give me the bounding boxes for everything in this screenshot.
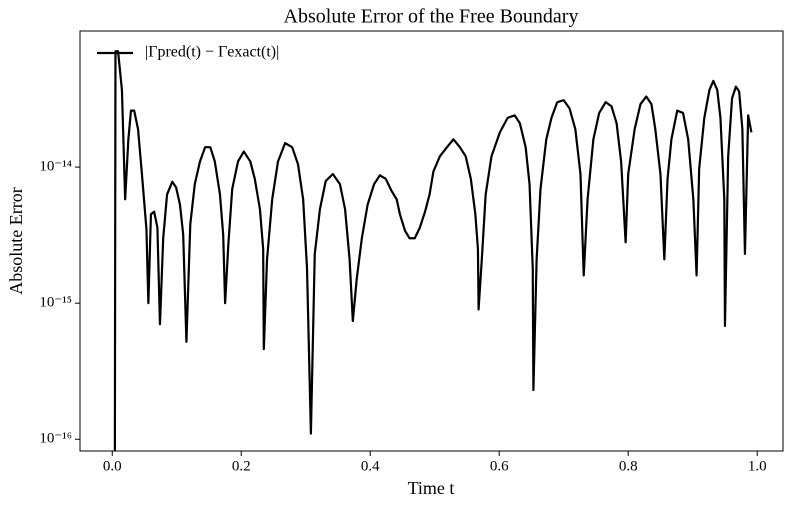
y-tick-label: 10⁻¹⁶ bbox=[39, 431, 72, 447]
x-tick-label: 0.8 bbox=[619, 458, 638, 474]
x-tick-label: 0.2 bbox=[232, 458, 251, 474]
y-tick-label: 10⁻¹⁴ bbox=[39, 159, 72, 175]
x-tick-label: 0.6 bbox=[490, 458, 509, 474]
x-tick-label: 1.0 bbox=[748, 458, 767, 474]
chart-title: Absolute Error of the Free Boundary bbox=[284, 6, 579, 28]
y-axis-label: Absolute Error bbox=[6, 187, 26, 294]
plot-frame bbox=[79, 30, 784, 452]
x-axis-label: Time t bbox=[408, 478, 455, 498]
x-tick-label: 0.4 bbox=[361, 458, 380, 474]
x-tick-label: 0.0 bbox=[103, 458, 122, 474]
legend-label: |Γpred(t) − Γexact(t)| bbox=[145, 44, 279, 61]
y-tick-label: 10⁻¹⁵ bbox=[39, 295, 72, 311]
plot-area bbox=[113, 50, 753, 451]
data-line bbox=[113, 50, 753, 451]
